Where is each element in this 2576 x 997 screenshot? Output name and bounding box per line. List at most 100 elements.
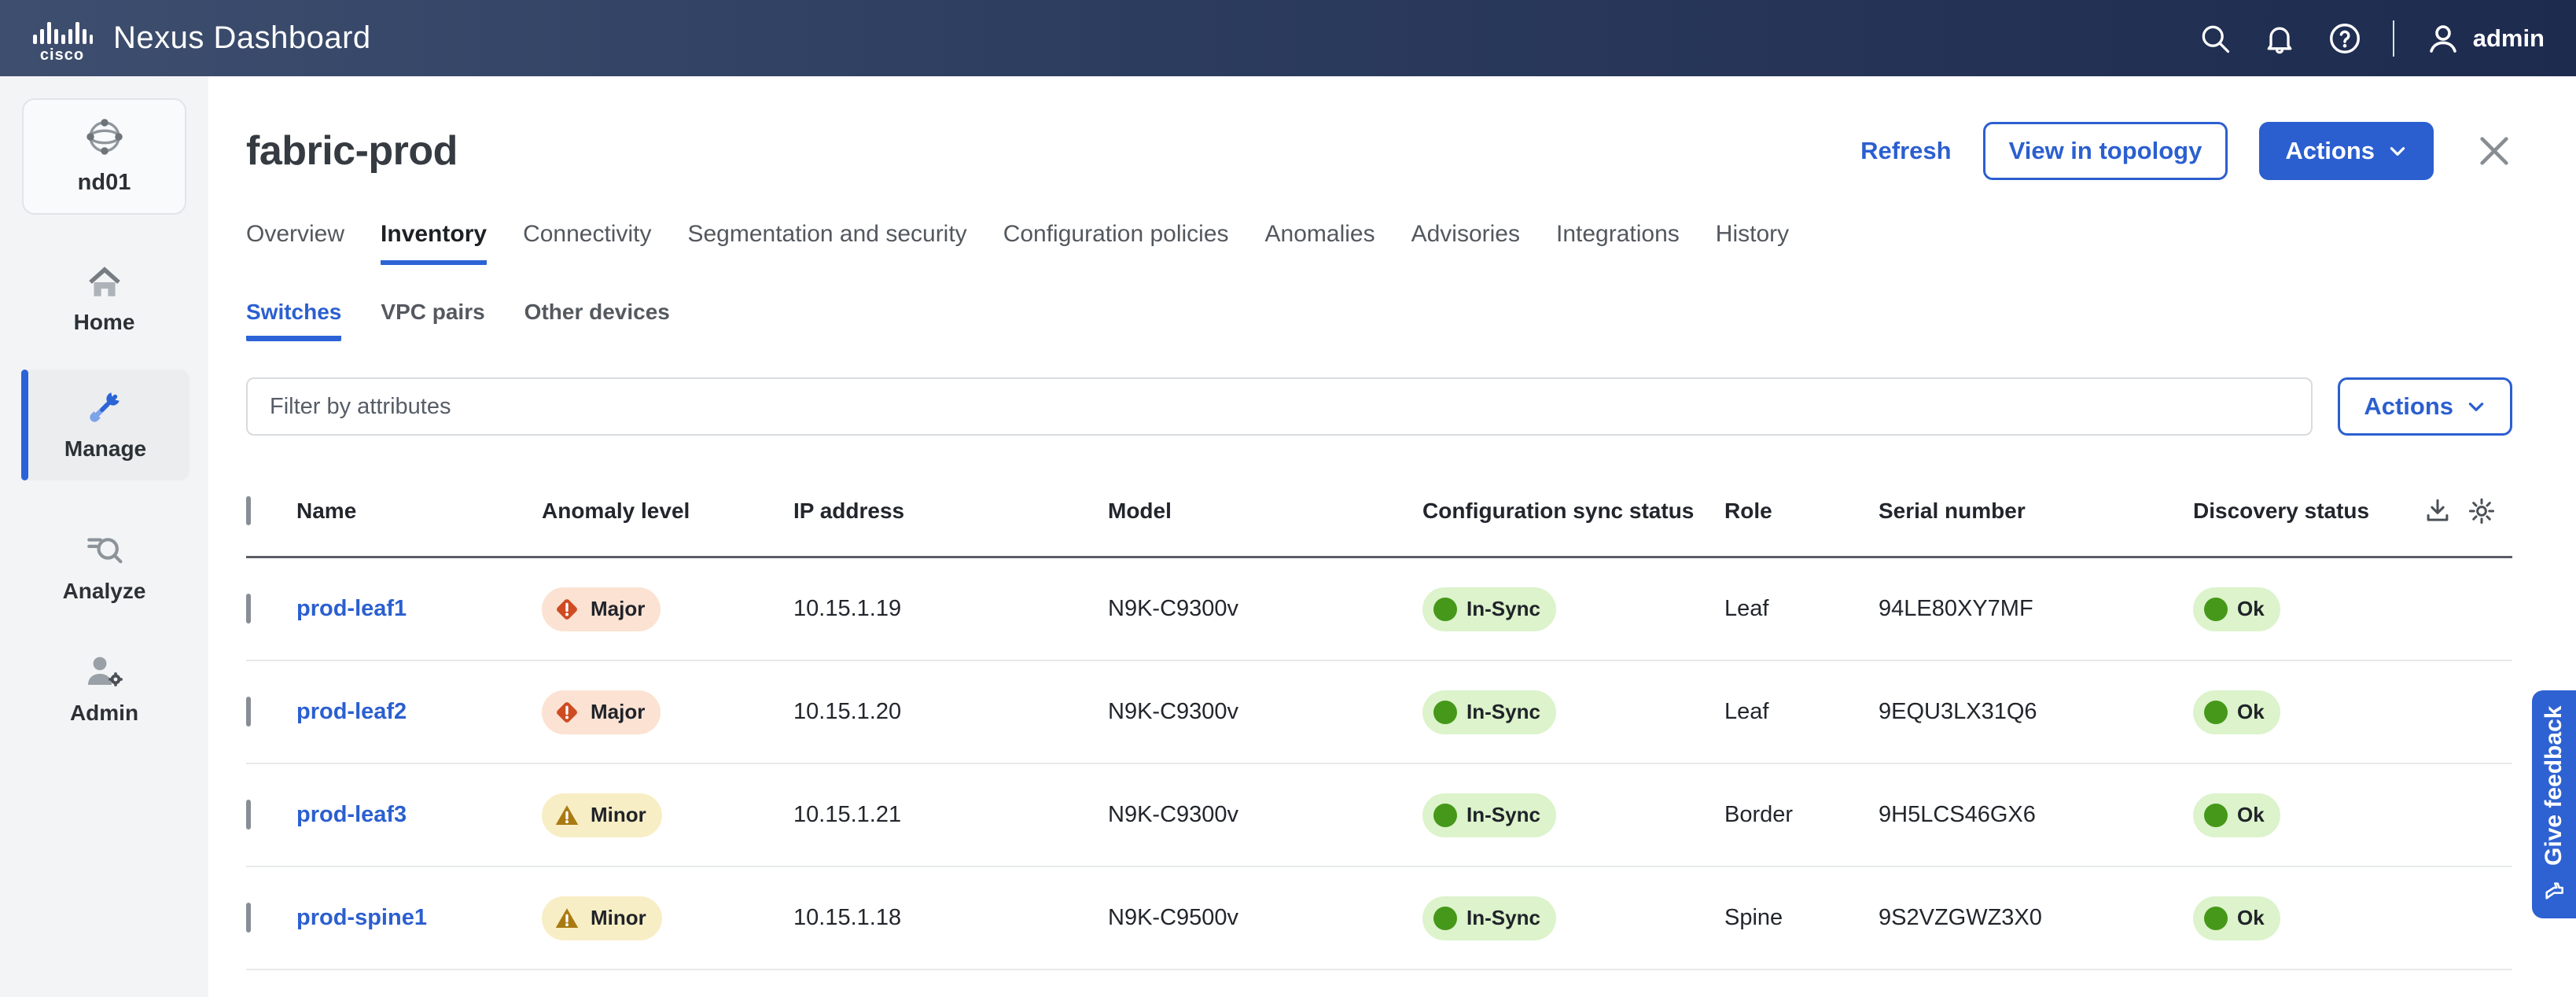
tools-icon [90,392,120,422]
subtab-other-devices[interactable]: Other devices [524,300,670,324]
sidebar-item-admin[interactable]: Admin [0,653,208,726]
discovery-status-label: Ok [2237,700,2265,723]
search-button[interactable] [2198,21,2232,56]
anomaly-label: Minor [591,906,646,929]
role: Border [1724,802,1794,827]
model: N9K-C9300v [1108,802,1239,827]
page-tabs: Overview Inventory Connectivity Segmenta… [246,221,2512,265]
ip-address: 10.15.1.20 [793,699,902,724]
column-header-role[interactable]: Role [1724,498,1772,523]
user-icon [2429,24,2456,53]
row-checkbox[interactable] [246,594,251,624]
table-row: prod-leaf2 Major 10.15.1.20 N9K-C9300v I… [246,661,2512,764]
anomaly-badge: Minor [542,793,662,837]
green-dot-icon [1433,906,1457,930]
page-title: fabric-prod [246,128,458,174]
help-button[interactable] [2327,20,2363,57]
green-dot-icon [1433,597,1457,621]
page-actions-button[interactable]: Actions [2259,122,2434,180]
column-settings-gear-icon[interactable] [2467,496,2497,526]
tab-history[interactable]: History [1715,221,1790,247]
anomaly-label: Minor [591,803,646,826]
switches-table: Name Anomaly level IP address Model Conf… [246,465,2512,970]
green-dot-icon [2204,700,2228,724]
table-header-row: Name Anomaly level IP address Model Conf… [246,465,2512,558]
sidebar-item-analyze[interactable]: Analyze [0,529,208,604]
cluster-globe-icon [86,119,123,155]
table-actions-button[interactable]: Actions [2338,377,2512,436]
switch-name-link[interactable]: prod-leaf3 [296,802,407,827]
notifications-button[interactable] [2262,21,2297,56]
discovery-status-label: Ok [2237,597,2265,620]
row-checkbox[interactable] [246,903,251,933]
cluster-selector[interactable]: nd01 [22,98,186,215]
discovery-status-label: Ok [2237,906,2265,929]
user-menu[interactable]: admin [2424,20,2545,57]
page-actions-label: Actions [2285,137,2375,164]
row-checkbox[interactable] [246,800,251,830]
download-icon[interactable] [2423,496,2453,526]
column-header-name[interactable]: Name [296,498,357,523]
sidebar-item-manage[interactable]: Manage [21,370,190,480]
green-dot-icon [2204,906,2228,930]
switch-name-link[interactable]: prod-leaf2 [296,699,407,724]
sidebar-item-home[interactable]: Home [0,263,208,335]
bell-icon [2267,27,2292,53]
sidebar-item-label: Home [73,310,135,334]
row-checkbox[interactable] [246,697,251,727]
close-button[interactable] [2476,133,2512,169]
green-dot-icon [2204,803,2228,827]
cluster-name: nd01 [77,170,131,195]
serial-number: 9EQU3LX31Q6 [1879,699,2037,724]
sync-status-badge: In-Sync [1422,690,1556,734]
brand: cisco Nexus Dashboard [31,16,371,61]
subtab-switches[interactable]: Switches [246,300,342,341]
tab-integrations[interactable]: Integrations [1556,221,1680,247]
tab-anomalies[interactable]: Anomalies [1264,221,1375,247]
tab-advisories[interactable]: Advisories [1411,221,1520,247]
filter-input[interactable] [246,377,2313,436]
main-panel: fabric-prod Refresh View in topology Act… [208,76,2576,997]
sync-status-label: In-Sync [1466,906,1540,929]
column-header-discovery[interactable]: Discovery status [2193,498,2370,523]
tab-configuration-policies[interactable]: Configuration policies [1003,221,1229,247]
column-header-model[interactable]: Model [1108,498,1172,523]
discovery-status-badge: Ok [2193,690,2280,734]
view-in-topology-button[interactable]: View in topology [1982,122,2228,180]
header-divider [2392,20,2394,57]
give-feedback-button[interactable]: Give feedback [2532,690,2576,918]
sync-status-label: In-Sync [1466,597,1540,620]
role: Leaf [1724,699,1769,724]
table-row: prod-spine1 Minor 10.15.1.18 N9K-C9500v … [246,867,2512,970]
tab-inventory[interactable]: Inventory [381,221,488,265]
sync-status-label: In-Sync [1466,700,1540,723]
ip-address: 10.15.1.18 [793,905,902,930]
column-header-serial[interactable]: Serial number [1879,498,2026,523]
admin-user-gear-icon [87,657,123,686]
green-dot-icon [1433,700,1457,724]
minor-anomaly-icon [555,907,579,928]
chevron-down-icon [2390,147,2405,156]
refresh-button[interactable]: Refresh [1860,137,1952,164]
model: N9K-C9300v [1108,596,1239,621]
tab-overview[interactable]: Overview [246,221,345,247]
anomaly-badge: Minor [542,896,662,940]
column-header-ip-address[interactable]: IP address [793,498,905,523]
subtab-vpc-pairs[interactable]: VPC pairs [381,300,485,324]
ip-address: 10.15.1.21 [793,802,902,827]
tab-segmentation-security[interactable]: Segmentation and security [687,221,967,247]
serial-number: 9H5LCS46GX6 [1879,802,2036,827]
ip-address: 10.15.1.19 [793,596,902,621]
sync-status-label: In-Sync [1466,803,1540,826]
column-header-config-sync[interactable]: Configuration sync status [1422,498,1695,523]
switch-name-link[interactable]: prod-leaf1 [296,596,407,621]
column-header-anomaly-level[interactable]: Anomaly level [542,498,690,523]
table-row: prod-leaf3 Minor 10.15.1.21 N9K-C9300v I… [246,764,2512,867]
select-all-checkbox[interactable] [246,495,251,525]
tab-connectivity[interactable]: Connectivity [523,221,652,247]
switch-name-link[interactable]: prod-spine1 [296,905,427,930]
major-anomaly-icon [557,701,577,723]
sidebar: nd01 Home Manage [0,76,208,997]
anomaly-label: Major [591,597,646,620]
anomaly-label: Major [591,700,646,723]
